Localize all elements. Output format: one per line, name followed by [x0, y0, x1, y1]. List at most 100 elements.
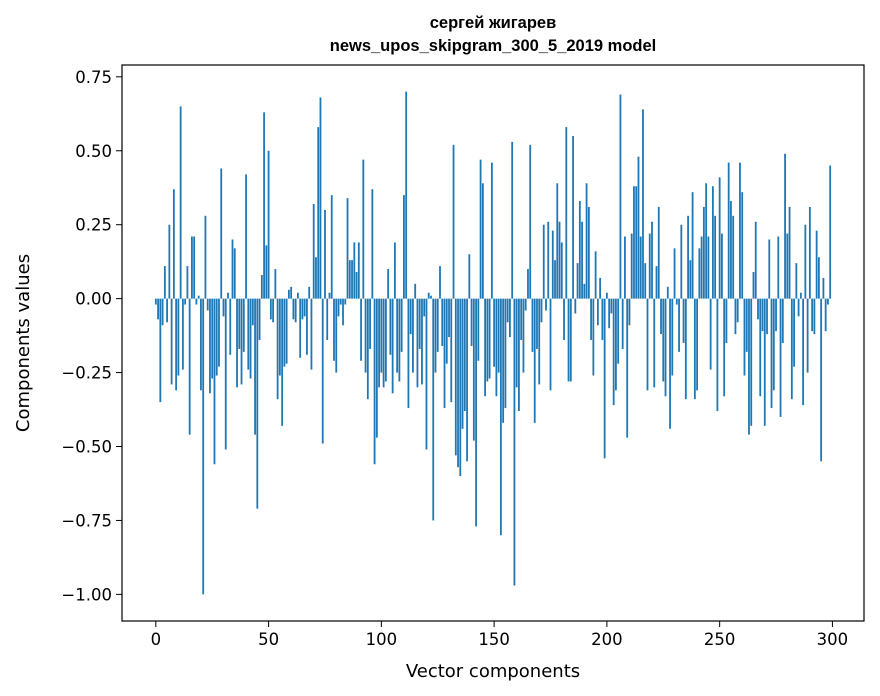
bar: [797, 298, 800, 317]
bar: [380, 298, 383, 373]
bar: [348, 260, 351, 299]
bar: [750, 298, 753, 426]
bar: [263, 112, 265, 299]
bar: [355, 272, 358, 299]
bar: [540, 298, 543, 323]
bar: [651, 221, 653, 299]
bar: [817, 257, 820, 299]
bar: [416, 298, 419, 388]
bar: [321, 298, 324, 444]
bar: [565, 127, 568, 299]
bar: [619, 94, 622, 299]
bar: [195, 298, 198, 305]
bar: [549, 298, 552, 391]
bar: [260, 274, 263, 299]
bar: [524, 298, 527, 311]
bar: [533, 298, 536, 423]
bar: [238, 298, 241, 349]
bar: [484, 298, 486, 397]
bar: [240, 298, 243, 385]
bar: [220, 168, 223, 299]
bar: [445, 298, 448, 364]
bar: [766, 298, 768, 335]
bar: [795, 263, 798, 299]
bar: [569, 298, 572, 382]
bar: [407, 298, 410, 409]
bar: [281, 298, 284, 426]
bar: [520, 298, 523, 341]
bar: [572, 135, 574, 299]
bar: [707, 236, 710, 299]
bar: [265, 245, 268, 299]
bar: [506, 298, 509, 323]
bar: [324, 209, 326, 299]
bar: [617, 298, 620, 364]
bar: [254, 298, 256, 435]
bar: [788, 206, 791, 299]
bar: [725, 298, 728, 343]
bar: [822, 277, 825, 299]
bar: [452, 144, 455, 299]
bar: [335, 298, 338, 373]
bar: [759, 298, 762, 397]
bar: [224, 298, 227, 450]
bar: [486, 298, 489, 382]
bar: [671, 298, 674, 376]
bar: [488, 298, 491, 379]
bar: [711, 186, 714, 299]
bar: [626, 298, 629, 438]
bar: [610, 298, 613, 314]
bar: [763, 298, 766, 426]
bar: [700, 236, 703, 299]
bar: [472, 298, 475, 441]
bar: [393, 242, 396, 299]
bar: [450, 298, 453, 403]
bar: [384, 298, 387, 382]
bar: [804, 224, 807, 299]
bar: [675, 298, 678, 305]
bar: [666, 286, 669, 299]
bar: [269, 298, 272, 320]
bar: [477, 298, 480, 361]
bar: [698, 248, 701, 299]
bar: [461, 298, 464, 429]
x-tick-label: 250: [704, 630, 736, 649]
bar: [353, 242, 356, 299]
bar: [362, 159, 365, 299]
bar: [522, 298, 525, 373]
bar: [434, 298, 437, 373]
bar: [696, 298, 698, 391]
bar: [191, 236, 193, 299]
x-axis: 0 50 100 150 200 250 300: [151, 621, 848, 649]
bar: [292, 298, 295, 320]
bar: [716, 298, 719, 412]
bar: [493, 298, 496, 367]
bar: [723, 298, 726, 397]
y-tick-label: −0.25: [61, 364, 112, 383]
y-axis-label: Components values: [13, 254, 34, 432]
bar: [294, 298, 297, 323]
bar: [222, 298, 225, 317]
bar: [481, 183, 484, 299]
x-tick-label: 200: [591, 630, 623, 649]
bar: [357, 242, 360, 299]
bar: [373, 298, 376, 465]
bar: [590, 298, 592, 341]
bar: [278, 298, 281, 376]
bar: [793, 298, 795, 367]
bar: [680, 224, 683, 299]
bar: [705, 183, 708, 299]
bar: [624, 236, 626, 299]
bar: [157, 298, 159, 320]
bar: [560, 242, 563, 299]
bar: [547, 221, 550, 299]
bar: [470, 298, 473, 346]
bar: [337, 298, 340, 317]
bar: [736, 298, 739, 323]
bar: [490, 162, 493, 299]
bar: [466, 298, 468, 462]
bar: [644, 263, 647, 299]
bar: [211, 298, 214, 379]
bar: [799, 292, 802, 299]
